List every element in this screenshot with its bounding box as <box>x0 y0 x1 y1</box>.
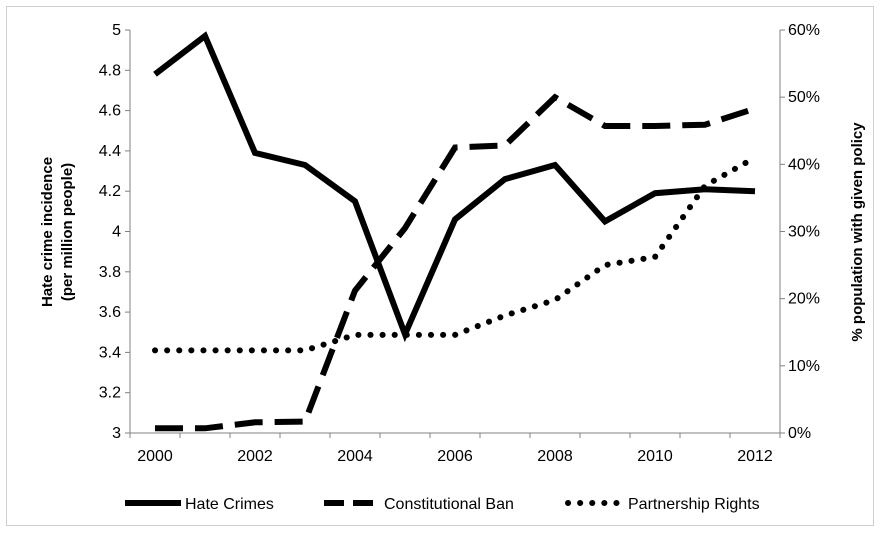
left-axis-ticks: 3 3.2 3.4 3.6 3.8 4 4.2 4.4 4.6 4.8 5 <box>99 22 130 442</box>
right-tick-label: 0% <box>788 425 811 442</box>
left-axis-title-line2: (per million people) <box>59 163 76 301</box>
right-tick-label: 60% <box>788 22 820 39</box>
legend-label: Hate Crimes <box>185 496 274 513</box>
chart-frame <box>6 6 874 526</box>
left-tick-label: 3.8 <box>99 264 121 281</box>
series-lines <box>152 31 758 432</box>
x-tick-label: 2012 <box>737 448 773 465</box>
left-tick-label: 3 <box>112 425 121 442</box>
x-tick-label: 2004 <box>337 448 373 465</box>
left-tick-label: 3.6 <box>99 304 121 321</box>
legend: Hate Crimes Constitutional Ban Partnership… <box>125 496 760 513</box>
left-tick-label: 4.8 <box>99 62 121 79</box>
right-tick-label: 50% <box>788 89 820 106</box>
x-tick-label: 2008 <box>537 448 573 465</box>
left-tick-label: 3.4 <box>99 344 121 361</box>
series-line-hate-crimes <box>153 31 756 343</box>
left-tick-label: 5 <box>112 22 121 39</box>
series-line-partnership-rights <box>152 154 758 354</box>
left-axis-title-line1: Hate crime incidence <box>39 157 56 307</box>
right-axis-title: % population with given policy <box>849 122 866 342</box>
right-axis-ticks: 0% 10% 20% 30% 40% 50% 60% <box>780 22 820 442</box>
x-tick-label: 2006 <box>437 448 473 465</box>
legend-label: Partnership Rights <box>628 496 760 513</box>
left-tick-label: 4.2 <box>99 183 121 200</box>
right-tick-label: 40% <box>788 156 820 173</box>
left-tick-label: 4 <box>112 224 121 241</box>
legend-label: Constitutional Ban <box>384 496 514 513</box>
series-line-constitutional-ban <box>155 93 756 432</box>
x-axis-ticks: 2000 2002 2004 2006 2008 2010 2012 <box>129 433 781 465</box>
right-tick-label: 10% <box>788 358 820 375</box>
left-tick-label: 4.4 <box>99 143 121 160</box>
x-tick-label: 2000 <box>137 448 173 465</box>
left-tick-label: 3.2 <box>99 385 121 402</box>
right-tick-label: 30% <box>788 224 820 241</box>
x-tick-label: 2002 <box>237 448 273 465</box>
x-tick-label: 2010 <box>637 448 673 465</box>
right-tick-label: 20% <box>788 291 820 308</box>
left-tick-label: 4.6 <box>99 103 121 120</box>
